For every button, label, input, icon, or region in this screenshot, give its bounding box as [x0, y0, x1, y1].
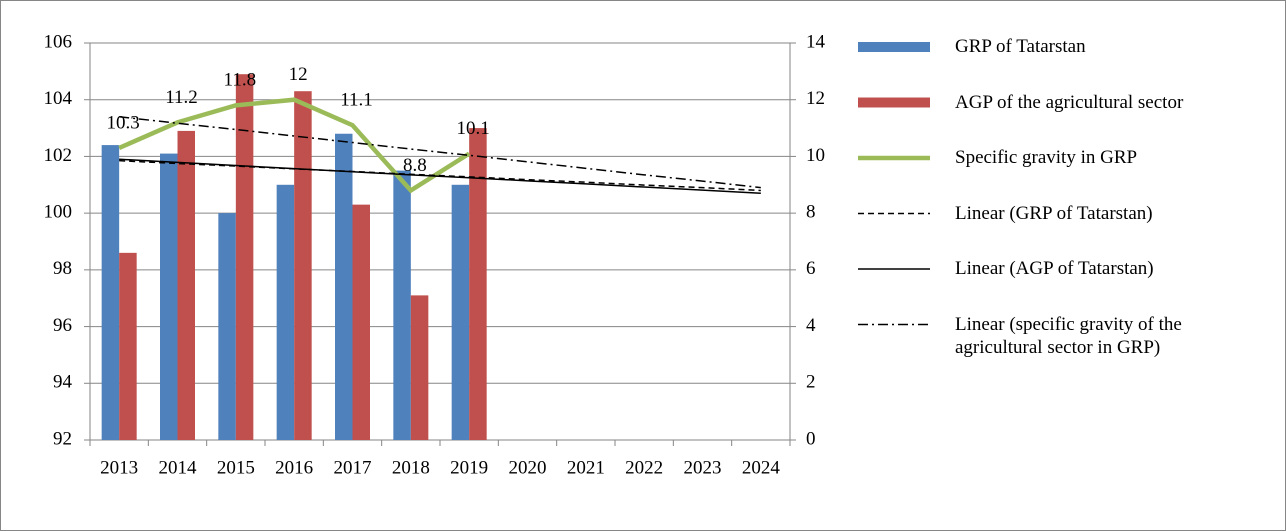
y-tick-label: 96 — [53, 315, 72, 336]
y-tick-label: 94 — [53, 372, 73, 393]
bar — [410, 295, 429, 440]
bar — [335, 133, 353, 440]
y-tick-label: 98 — [53, 258, 72, 279]
x-tick-label: 2014 — [159, 457, 198, 478]
data-label: 10.1 — [457, 118, 490, 139]
data-label: 11.8 — [224, 70, 257, 91]
x-tick-label: 2017 — [334, 457, 372, 478]
legend-swatch — [858, 97, 930, 108]
bar — [352, 204, 370, 440]
bar — [294, 91, 312, 440]
legend-label: AGP of the agricultural sector — [955, 91, 1184, 113]
y-tick-label: 92 — [53, 428, 72, 449]
x-tick-label: 2015 — [217, 457, 255, 478]
x-tick-label: 2023 — [684, 457, 722, 478]
line-series — [119, 158, 761, 195]
x-tick-label: 2024 — [742, 457, 781, 478]
data-label: 12 — [289, 64, 308, 85]
bar — [101, 145, 120, 441]
x-tick-label: 2019 — [450, 457, 488, 478]
data-label: 11.1 — [340, 90, 373, 111]
y2-tick-label: 12 — [806, 88, 825, 109]
y2-tick-label: 14 — [806, 31, 826, 52]
legend-swatch — [858, 42, 930, 52]
bar — [119, 252, 137, 440]
y2-tick-label: 6 — [806, 258, 816, 279]
y-tick-label: 106 — [44, 31, 73, 52]
y2-tick-label: 2 — [806, 372, 816, 393]
bar — [177, 130, 195, 440]
x-tick-label: 2021 — [567, 457, 605, 478]
x-tick-label: 2016 — [275, 457, 313, 478]
line-series — [119, 115, 761, 189]
legend-label: GRP of Tatarstan — [955, 36, 1086, 57]
legend-label: Linear (AGP of Tatarstan) — [955, 258, 1154, 279]
y2-tick-label: 4 — [806, 315, 816, 336]
data-label: 8.8 — [403, 155, 427, 176]
bar — [160, 153, 178, 441]
legend-label: Linear (GRP of Tatarstan) — [955, 202, 1153, 224]
line-series — [118, 97, 471, 194]
y2-tick-label: 8 — [806, 202, 816, 223]
bar — [393, 170, 411, 440]
bar — [218, 213, 236, 440]
bar — [451, 184, 470, 440]
y2-tick-label: 0 — [806, 428, 816, 449]
y-tick-label: 100 — [44, 202, 73, 223]
bar — [276, 184, 295, 440]
y2-tick-label: 10 — [806, 145, 825, 166]
data-label: 11.2 — [165, 87, 198, 108]
y-tick-label: 102 — [44, 145, 73, 166]
x-tick-label: 2022 — [625, 457, 663, 478]
x-tick-label: 2020 — [509, 457, 547, 478]
bar — [469, 128, 487, 441]
bar — [235, 74, 254, 440]
x-tick-label: 2013 — [100, 457, 138, 478]
y-tick-label: 104 — [44, 88, 73, 109]
x-tick-label: 2018 — [392, 457, 430, 478]
legend-label: Specific gravity in GRP — [955, 147, 1138, 168]
data-label: 10.3 — [107, 112, 140, 133]
legend-label: Linear (specific gravity of the agricult… — [955, 313, 1182, 358]
